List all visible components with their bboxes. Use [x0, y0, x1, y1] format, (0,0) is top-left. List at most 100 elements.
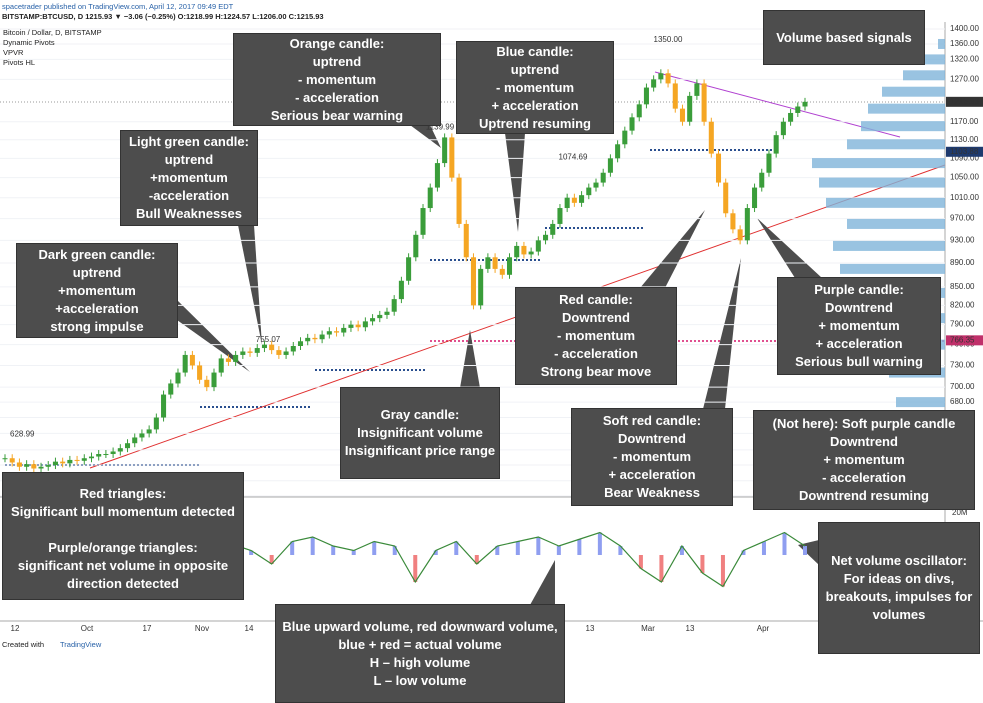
annotation-line: Uptrend resuming — [479, 115, 591, 131]
annotation-line: +momentum — [150, 170, 228, 185]
annotation-box: Volume based signals — [763, 10, 925, 65]
x-tick-label: 17 — [143, 624, 152, 633]
annotation-title: Soft red candle: — [602, 413, 702, 428]
candle — [434, 163, 440, 188]
candle — [153, 417, 159, 430]
annotation-title: Volume based signals — [776, 29, 912, 45]
candle — [384, 311, 390, 315]
legend-item: Pivots HL — [3, 58, 36, 67]
annotation-title: Blue candle: — [496, 43, 574, 59]
candle — [16, 462, 22, 467]
annotation-box: Purple candle: Downtrend + momentum + accel… — [777, 277, 941, 375]
volume-profile-bar — [812, 158, 945, 169]
annotation-line: breakouts, impulses for — [825, 589, 973, 604]
volume-profile-bar — [840, 263, 945, 274]
legend-item: VPVR — [3, 48, 24, 57]
candle — [348, 324, 354, 328]
annotation-line: uptrend — [72, 264, 122, 280]
y-tick-label: 1010.00 — [950, 193, 979, 202]
annotation-title: Blue upward volume, red downward volume, — [282, 618, 558, 634]
candle — [723, 182, 729, 214]
volume-bar — [741, 550, 746, 555]
price-label: 1139.99 — [426, 122, 455, 131]
candle — [9, 458, 15, 463]
y-tick-label: 700.00 — [950, 382, 975, 391]
annotation-line: uptrend — [312, 53, 362, 69]
candle — [45, 465, 51, 467]
candle — [456, 177, 462, 224]
annotation-title: Red triangles: — [79, 485, 167, 501]
y-tick-label: 820.00 — [950, 300, 975, 309]
candle — [319, 334, 325, 340]
candle — [146, 429, 152, 434]
y-tick-label: 1270.00 — [950, 74, 979, 83]
candle — [571, 197, 577, 203]
y-tick-label: 1090.00 — [950, 153, 979, 162]
candle — [269, 344, 275, 351]
candle — [175, 372, 181, 384]
candle — [139, 433, 145, 438]
y-tick-label: 1050.00 — [950, 173, 979, 182]
candle — [52, 461, 58, 466]
annotation-line: strong impulse — [50, 318, 144, 334]
price-marker — [946, 96, 983, 107]
y-tick-label: 1170.00 — [950, 117, 979, 126]
annotation-line: Downtrend — [830, 434, 898, 449]
annotation-title: Purple candle: — [814, 282, 904, 297]
annotation-line: -acceleration — [148, 188, 230, 203]
annotation-line: + acceleration — [491, 97, 579, 113]
y-tick-label: 1130.00 — [950, 135, 979, 144]
annotation-line: H – high volume — [369, 654, 471, 670]
candle — [773, 135, 779, 154]
annotation-box: Gray candle: Insignificant volume Insignif… — [340, 387, 500, 479]
volume-profile-bar — [833, 240, 945, 251]
x-tick-label: 12 — [11, 624, 20, 633]
volume-bar — [495, 546, 500, 555]
annotation-line: Downtrend — [825, 300, 893, 315]
volume-bar — [803, 546, 807, 555]
annotation-title: Red candle: — [559, 292, 633, 307]
volume-bar — [331, 546, 336, 555]
candle — [247, 351, 253, 353]
candle — [276, 350, 282, 355]
y-tick-label: 1400.00 — [950, 24, 979, 33]
candle — [535, 240, 541, 252]
candle — [788, 112, 794, 122]
price-label: 1074.69 — [559, 153, 588, 162]
y-tick-label: 930.00 — [950, 235, 975, 244]
candle — [506, 257, 513, 275]
annotation-line: direction detected — [67, 575, 179, 591]
volume-bar — [351, 550, 356, 555]
published-line: spacetrader published on TradingView.com… — [2, 2, 234, 11]
y-tick-label: 790.00 — [950, 320, 975, 329]
volume-bar — [249, 550, 254, 555]
annotation-line: - momentum — [557, 328, 635, 343]
candle — [31, 464, 37, 469]
candle — [362, 321, 368, 328]
annotation-title: Dark green candle: — [38, 246, 156, 262]
candle — [60, 461, 66, 464]
x-tick-label: Mar — [641, 624, 655, 633]
volume-bar — [454, 541, 459, 555]
annotation-title: Light green candle: — [129, 134, 249, 149]
candle — [290, 345, 296, 352]
volume-bar — [597, 532, 602, 555]
candle — [38, 466, 44, 469]
price-label: 628.99 — [10, 430, 35, 439]
y-tick-label: 890.00 — [950, 258, 975, 267]
annotation-line: Downtrend resuming — [798, 488, 929, 503]
candle — [492, 257, 498, 269]
candle — [341, 327, 347, 333]
volume-bar — [310, 537, 315, 555]
annotation-box: Purple/orange triangles: significant net … — [2, 532, 244, 600]
y-tick-label: 850.00 — [950, 282, 975, 291]
pointers — [177, 125, 822, 605]
annotation-line: Downtrend — [618, 431, 686, 446]
symbol-line: BITSTAMP:BTCUSD, D 1215.93 ▼ −3.06 (−0.2… — [2, 12, 324, 21]
annotation-line: volumes — [872, 607, 926, 622]
annotation-line: + momentum — [818, 318, 900, 333]
annotation-box: Blue candle: uptrend - momentum + accelerat… — [456, 41, 614, 134]
annotation-box: Soft red candle: Downtrend - momentum + acc… — [571, 408, 733, 506]
price-marker-label: 766.35 — [950, 335, 975, 344]
